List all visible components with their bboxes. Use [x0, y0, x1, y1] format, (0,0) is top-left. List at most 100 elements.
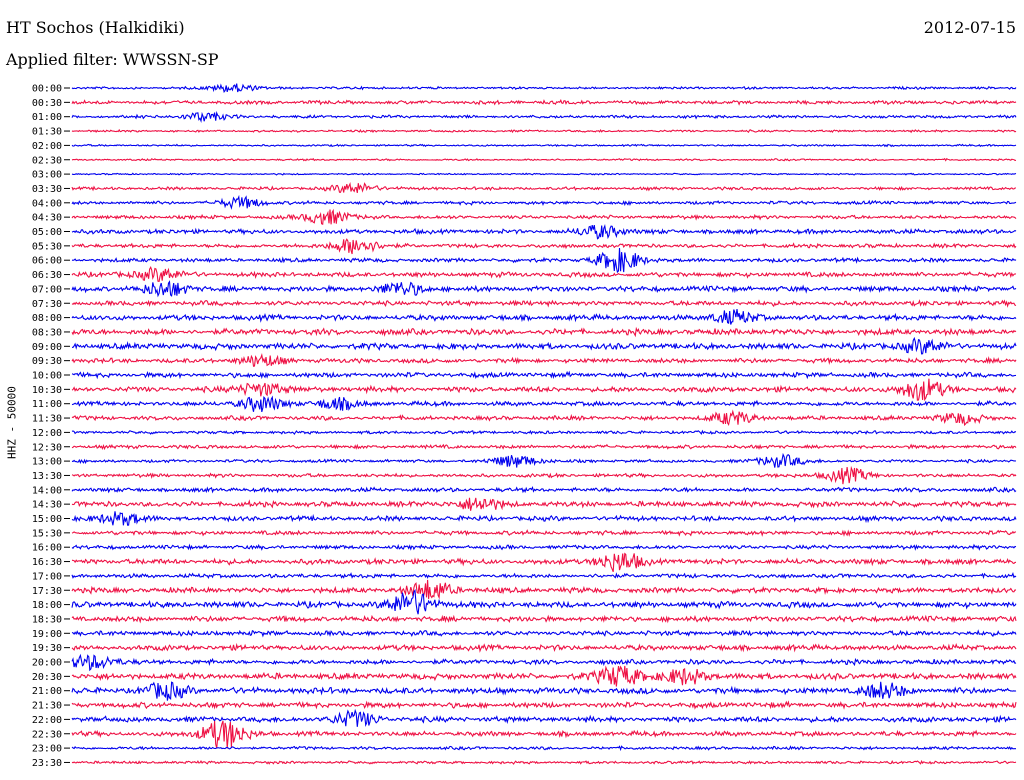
- row-time-label: 12:30: [32, 442, 62, 453]
- trace-row: [71, 543, 1017, 551]
- row-time-label: 19:30: [32, 643, 62, 654]
- trace-row: [71, 465, 1017, 485]
- row-time-label: 20:00: [32, 658, 62, 669]
- row-time-label: 04:30: [32, 213, 62, 224]
- row-time-label: 09:00: [32, 342, 62, 353]
- trace-row: [71, 665, 1017, 687]
- trace-row: [71, 280, 1017, 298]
- trace-row: [71, 265, 1017, 282]
- trace-row: [71, 326, 1017, 338]
- row-time-label: 00:00: [32, 84, 62, 95]
- station-title: HT Sochos (Halkidiki): [6, 18, 185, 37]
- row-time-label: 16:00: [32, 543, 62, 554]
- row-time-label: 21:00: [32, 686, 62, 697]
- trace-row: [71, 98, 1017, 106]
- row-time-label: 14:30: [32, 500, 62, 511]
- trace-row: [71, 309, 1017, 325]
- trace-row: [71, 745, 1016, 752]
- row-time-label: 07:00: [32, 284, 62, 295]
- trace-row: [71, 247, 1017, 274]
- row-time-label: 10:30: [32, 385, 62, 396]
- date-label: 2012-07-15: [923, 18, 1016, 37]
- row-time-label: 03:00: [32, 170, 62, 181]
- trace-row: [71, 681, 1017, 701]
- trace-row: [71, 572, 1017, 580]
- row-time-label: 06:00: [32, 256, 62, 267]
- trace-row: [71, 172, 1017, 176]
- trace-row: [71, 759, 1017, 765]
- row-time-label: 00:30: [32, 98, 62, 109]
- trace-row: [71, 708, 1017, 727]
- row-time-label: 21:30: [32, 701, 62, 712]
- trace-row: [71, 579, 1017, 600]
- trace-row: [71, 143, 1017, 148]
- trace-row: [71, 110, 1017, 124]
- row-time-label: 14:00: [32, 485, 62, 496]
- row-time-label: 15:00: [32, 514, 62, 525]
- trace-row: [71, 409, 1017, 427]
- row-time-label: 22:30: [32, 729, 62, 740]
- trace-row: [71, 497, 1017, 511]
- row-time-label: 17:00: [32, 571, 62, 582]
- trace-row: [71, 336, 1017, 355]
- trace-row: [71, 181, 1016, 194]
- row-time-label: 18:00: [32, 600, 62, 611]
- trace-row: [71, 208, 1017, 226]
- row-time-label: 13:00: [32, 457, 62, 468]
- row-time-label: 19:00: [32, 629, 62, 640]
- row-time-label: 09:30: [32, 356, 62, 367]
- row-time-label: 03:30: [32, 184, 62, 195]
- row-time-label: 07:30: [32, 299, 62, 310]
- trace-row: [71, 223, 1017, 240]
- row-time-label: 12:00: [32, 428, 62, 439]
- row-time-label: 05:00: [32, 227, 62, 238]
- row-time-label: 01:00: [32, 112, 62, 123]
- trace-row: [71, 370, 1017, 380]
- row-time-label: 11:00: [32, 399, 62, 410]
- trace-row: [71, 378, 1017, 402]
- trace-row: [71, 529, 1017, 537]
- trace-row: [71, 642, 1017, 653]
- trace-row: [71, 128, 1017, 134]
- trace-row: [71, 511, 1017, 526]
- row-time-label: 06:30: [32, 270, 62, 281]
- row-time-label: 15:30: [32, 528, 62, 539]
- trace-row: [71, 443, 1017, 451]
- trace-row: [71, 614, 1017, 624]
- trace-row: [71, 720, 1017, 749]
- row-time-label: 18:30: [32, 614, 62, 625]
- trace-row: [71, 157, 1017, 162]
- row-time-label: 08:00: [32, 313, 62, 324]
- trace-row: [71, 238, 1017, 255]
- trace-row: [71, 353, 1017, 367]
- row-time-label: 16:30: [32, 557, 62, 568]
- row-time-label: 23:00: [32, 744, 62, 755]
- trace-row: [71, 589, 1017, 615]
- row-time-label: 10:00: [32, 371, 62, 382]
- row-time-label: 01:30: [32, 127, 62, 138]
- trace-row: [71, 552, 1017, 572]
- row-time-label: 11:30: [32, 414, 62, 425]
- trace-row: [71, 395, 1017, 413]
- trace-row: [71, 429, 1017, 436]
- trace-row: [71, 194, 1017, 210]
- trace-row: [71, 452, 1017, 468]
- trace-row: [71, 653, 1017, 672]
- row-time-label: 05:30: [32, 241, 62, 252]
- row-time-label: 17:30: [32, 586, 62, 597]
- trace-row: [71, 486, 1017, 494]
- trace-row: [71, 629, 1017, 638]
- filter-label: Applied filter: WWSSN-SP: [6, 50, 219, 69]
- row-time-label: 22:00: [32, 715, 62, 726]
- row-time-label: 02:30: [32, 155, 62, 166]
- row-time-label: 02:00: [32, 141, 62, 152]
- row-time-label: 13:30: [32, 471, 62, 482]
- row-time-label: 04:00: [32, 198, 62, 209]
- row-time-label: 20:30: [32, 672, 62, 683]
- trace-row: [71, 83, 1017, 93]
- row-time-label: 08:30: [32, 327, 62, 338]
- trace-row: [71, 700, 1017, 710]
- row-time-label: 23:30: [32, 758, 62, 769]
- trace-row: [71, 299, 1017, 308]
